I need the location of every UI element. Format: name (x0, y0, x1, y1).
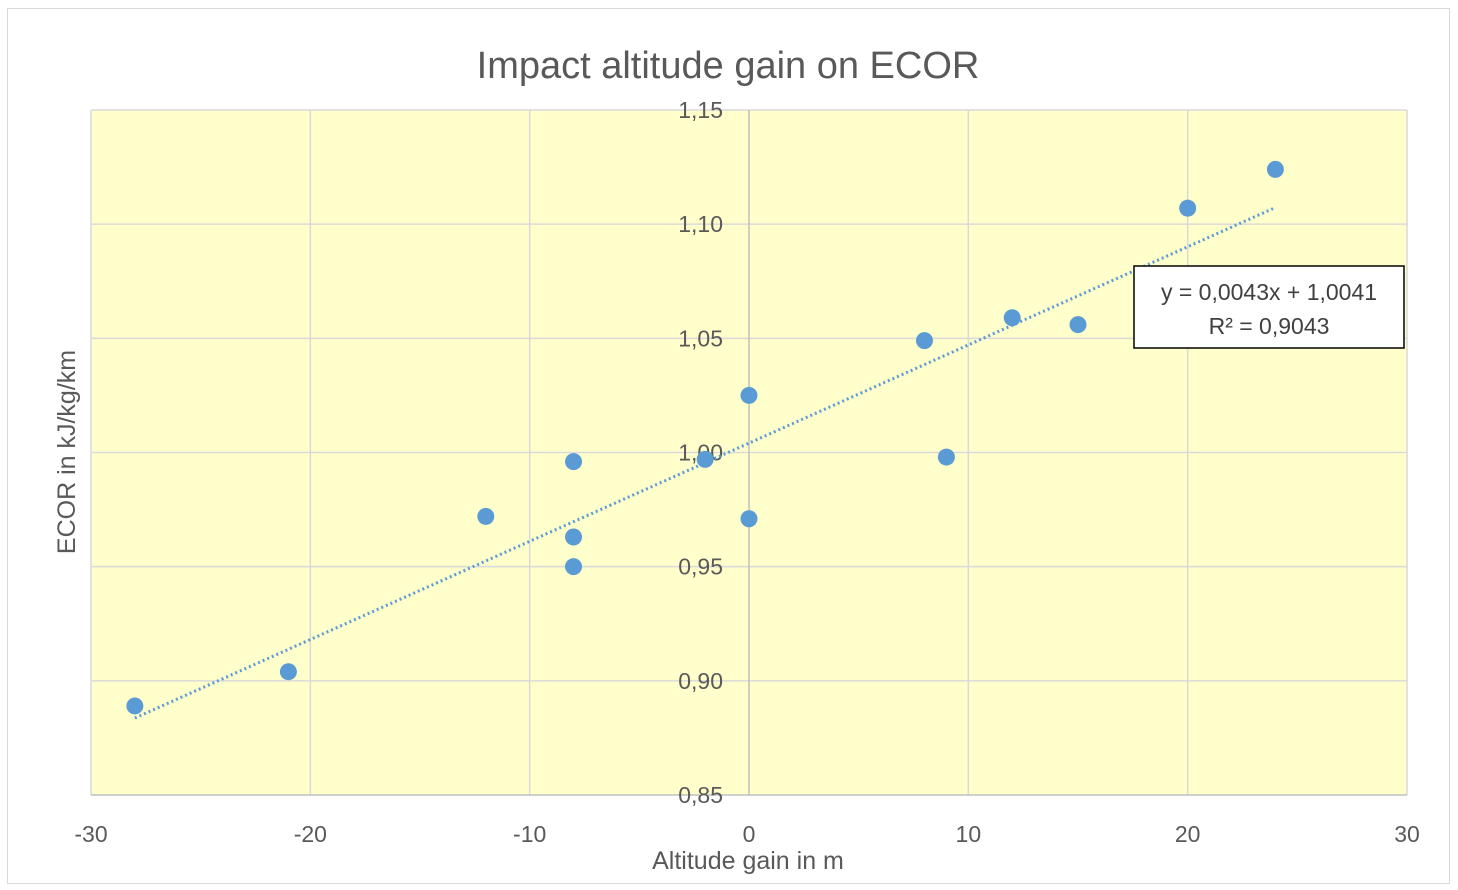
axes (91, 110, 1407, 796)
data-point (565, 453, 583, 471)
y-tick-label: 1,15 (678, 97, 723, 123)
trendline-equation: y = 0,0043x + 1,0041 (1161, 279, 1377, 305)
x-tick-label: 30 (1394, 821, 1420, 847)
data-point (1003, 309, 1021, 327)
data-points (126, 160, 1284, 715)
x-tick-label: 10 (956, 821, 982, 847)
trendline-r-squared: R² = 0,9043 (1209, 313, 1330, 339)
y-tick-label: 1,10 (678, 211, 723, 237)
chart-title: Impact altitude gain on ECOR (477, 45, 980, 87)
data-point (937, 448, 955, 466)
data-point (565, 558, 583, 576)
data-point (915, 332, 933, 350)
data-point (1179, 199, 1197, 217)
y-tick-labels: 0,850,900,951,001,051,101,15 (678, 97, 723, 808)
data-point (1069, 316, 1087, 334)
trendline-equation-box: y = 0,0043x + 1,0041 R² = 0,9043 (1133, 265, 1405, 349)
data-point (565, 528, 583, 546)
data-point (477, 507, 495, 525)
x-tick-label: -30 (74, 821, 107, 847)
data-point (740, 510, 758, 528)
x-tick-label: 20 (1175, 821, 1201, 847)
y-tick-label: 0,85 (678, 782, 723, 808)
y-tick-label: 0,90 (678, 668, 723, 694)
data-point (279, 663, 297, 681)
y-axis-title: ECOR in kJ/kg/km (53, 350, 81, 554)
x-tick-label: 0 (743, 821, 756, 847)
data-point (740, 386, 758, 404)
equation-box-border (1133, 265, 1405, 349)
data-point (1266, 160, 1284, 178)
x-axis-title: Altitude gain in m (652, 847, 844, 875)
y-tick-label: 0,95 (678, 554, 723, 580)
x-tick-labels: -30 -20 -10 0 10 20 30 (74, 821, 1419, 847)
data-point (126, 697, 144, 715)
trendline (134, 206, 1277, 720)
data-point (696, 450, 714, 468)
x-tick-label: -20 (294, 821, 327, 847)
x-tick-label: -10 (513, 821, 546, 847)
y-tick-label: 1,05 (678, 325, 723, 351)
